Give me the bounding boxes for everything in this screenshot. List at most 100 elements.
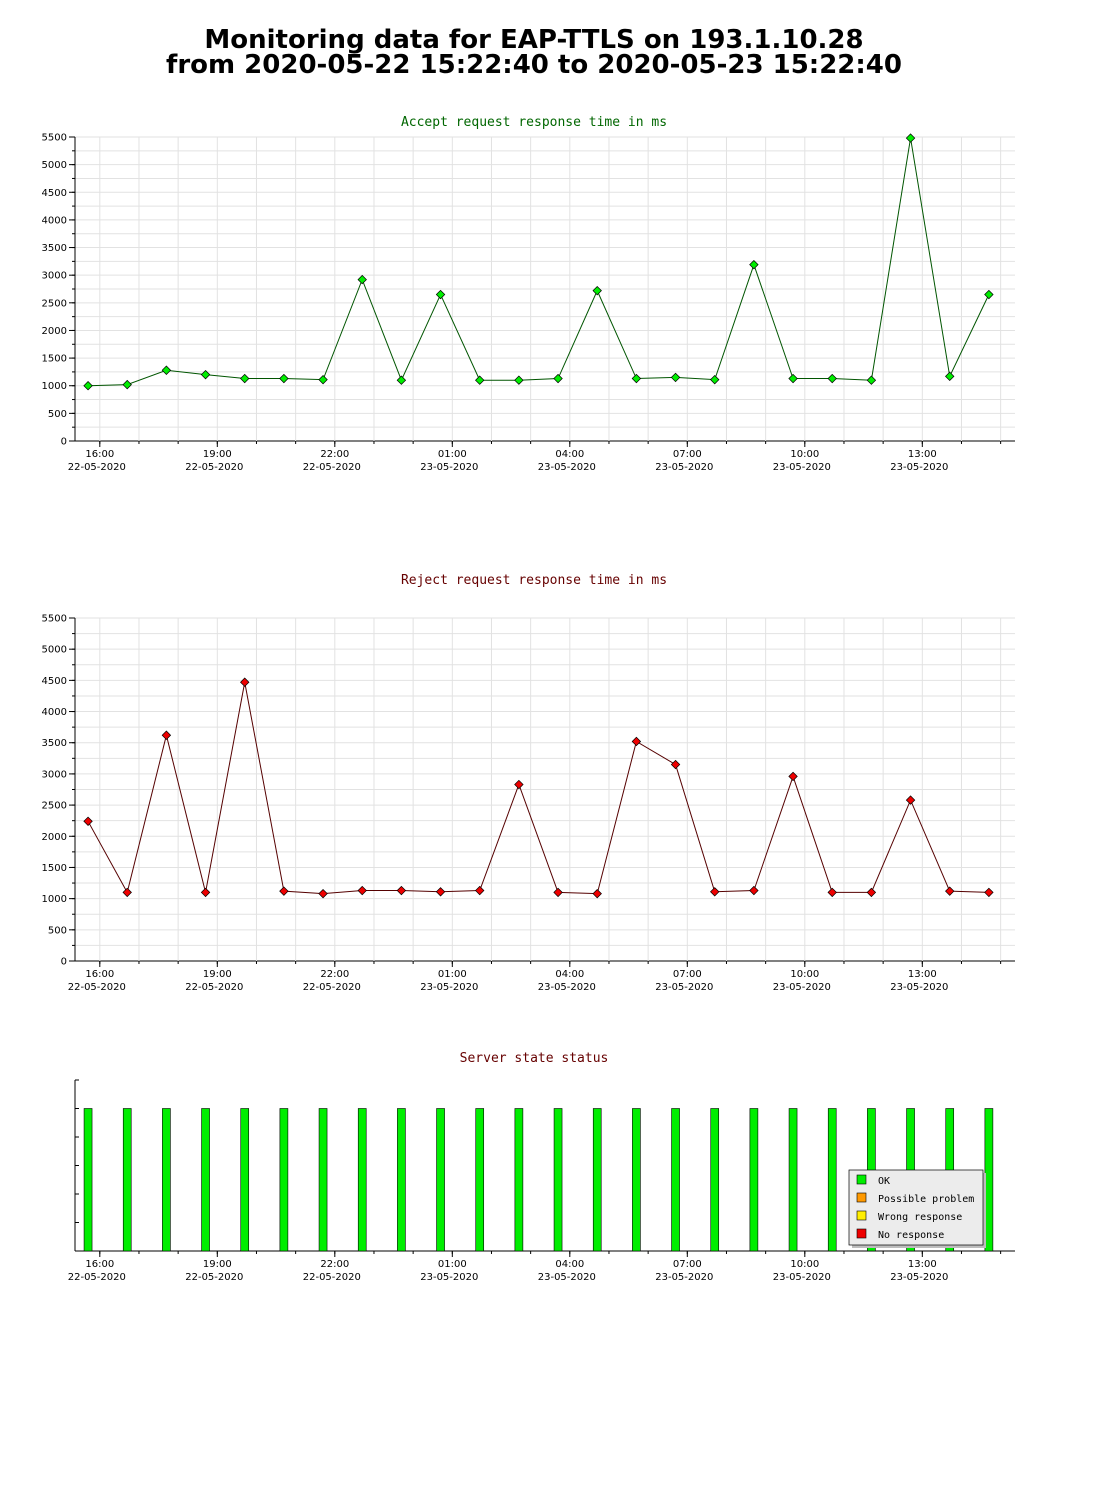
y-tick-label: 4000 [42,215,67,226]
x-tick-label-date: 22-05-2020 [68,1272,126,1283]
y-tick-label: 2500 [42,298,67,309]
data-point [475,885,485,896]
x-tick-label-time: 10:00 [790,969,819,980]
data-point [553,373,563,384]
y-tick-label: 1500 [42,863,67,874]
data-point [788,771,798,782]
status-bar [201,1108,210,1252]
data-point [357,274,367,285]
x-tick-label-time: 22:00 [320,1259,349,1270]
data-point [161,730,172,740]
x-tick-label-date: 22-05-2020 [68,462,126,473]
x-tick-label-time: 04:00 [555,449,584,460]
chart-title: Accept request response time in ms [401,115,667,130]
reject-response-time-chart: Reject request response time in ms 16:00 2… [42,573,1015,993]
status-bar [710,1108,720,1252]
y-tick-label: 5500 [42,133,67,144]
x-tick-label-time: 10:00 [790,1259,819,1270]
x-tick-label-time: 16:00 [85,1259,114,1270]
data-point [318,374,328,385]
data-point [945,371,955,382]
legend-label: No response [878,1230,944,1241]
x-tick-label-date: 22-05-2020 [303,1272,361,1283]
legend-label: Wrong response [878,1212,962,1223]
legend-swatch [856,1210,867,1221]
x-tick-label-date: 23-05-2020 [420,462,478,473]
data-point [710,374,720,385]
status-bar [83,1108,93,1252]
x-tick-label-date: 22-05-2020 [185,982,243,993]
y-tick-label: 2500 [42,801,67,812]
accept-response-time-chart: Accept request response time in ms 16:00 2… [42,115,1015,473]
x-tick-label-date: 23-05-2020 [773,462,831,473]
y-tick-label: 4000 [42,707,67,718]
status-bar [397,1108,406,1252]
data-point [749,259,759,270]
x-tick-label-date: 23-05-2020 [890,462,948,473]
x-tick-label-time: 07:00 [673,1259,702,1270]
x-tick-label-time: 19:00 [203,449,232,460]
legend-label: Possible problem [878,1194,974,1205]
status-bar [553,1108,563,1252]
y-tick-label: 0 [61,957,67,968]
status-bar [514,1108,524,1252]
data-point [631,373,642,384]
y-tick-label: 3000 [42,769,67,780]
x-tick-label-date: 23-05-2020 [773,1272,831,1283]
x-tick-label-date: 22-05-2020 [68,982,126,993]
data-point [83,381,93,391]
x-tick-label-time: 19:00 [203,1259,232,1270]
page-title-line-2: from 2020-05-22 15:22:40 to 2020-05-23 1… [166,50,902,80]
x-tick-label-time: 01:00 [438,1259,467,1270]
data-point [240,373,250,384]
page-title-line-1: Monitoring data for EAP-TTLS on 193.1.10… [204,25,864,55]
data-point [200,369,211,380]
data-point [240,677,250,687]
y-tick-label: 1000 [42,381,67,392]
series-line [88,138,990,387]
x-tick-label-date: 22-05-2020 [303,982,361,993]
y-tick-label: 2000 [42,832,67,843]
legend-swatch [856,1228,867,1239]
data-point [827,373,837,384]
legend-swatch [856,1192,867,1203]
y-tick-label: 2000 [42,326,67,337]
x-tick-label-time: 01:00 [438,449,467,460]
data-point [553,887,563,898]
x-tick-label-time: 19:00 [203,969,232,980]
data-point [435,887,446,897]
x-tick-label-date: 23-05-2020 [655,982,713,993]
y-tick-label: 4500 [42,188,67,199]
x-tick-label-date: 22-05-2020 [185,462,243,473]
x-tick-label-time: 16:00 [85,449,114,460]
x-tick-label-time: 16:00 [85,969,114,980]
y-tick-label: 500 [48,409,67,420]
data-point [514,375,524,385]
status-bar [984,1108,994,1252]
data-point [945,886,955,896]
chart-title: Server state status [460,1051,609,1066]
status-bar [436,1108,445,1252]
x-tick-label-date: 22-05-2020 [303,462,361,473]
legend-swatch [856,1174,867,1185]
y-tick-label: 5000 [42,645,67,656]
status-bar [749,1108,759,1252]
x-tick-label-time: 22:00 [320,449,349,460]
y-tick-label: 500 [48,925,67,936]
y-tick-label: 4500 [42,676,67,687]
data-point [83,816,93,827]
x-tick-label-date: 23-05-2020 [420,982,478,993]
data-point [161,365,172,375]
data-point [788,373,798,384]
y-tick-label: 1500 [42,354,67,365]
status-bar [357,1108,367,1252]
y-tick-label: 3500 [42,243,67,254]
data-point [827,887,837,898]
status-bar [827,1108,837,1252]
y-tick-label: 0 [61,437,67,448]
data-point [122,887,132,898]
data-point [749,885,759,896]
data-point [905,795,916,805]
legend-box [848,1169,984,1246]
status-bar [632,1108,641,1252]
